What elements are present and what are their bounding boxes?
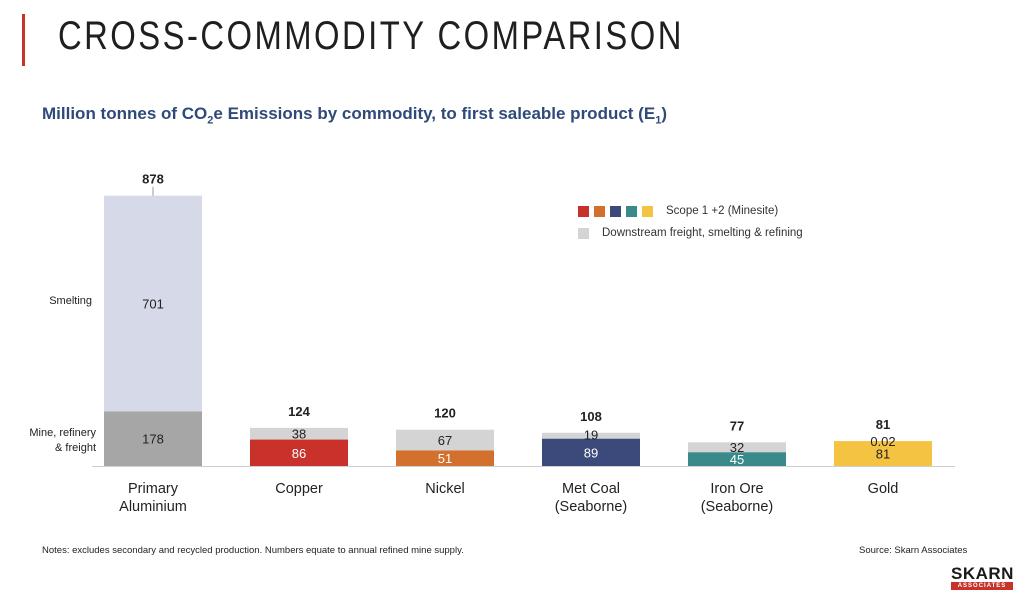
category-label-4-line-0: Iron Ore bbox=[710, 481, 763, 497]
segment-label-downstream-3: 19 bbox=[584, 428, 598, 443]
footnote: Notes: excludes secondary and recycled p… bbox=[42, 545, 464, 556]
legend-swatch-3 bbox=[626, 205, 637, 217]
title-accent-bar bbox=[22, 14, 25, 66]
segment-label-scope-4: 45 bbox=[730, 452, 744, 467]
y-side-label-line-1: & freight bbox=[55, 442, 96, 454]
segment-label-downstream-5: 0.02 bbox=[870, 434, 895, 449]
bar-segment-scope-2 bbox=[396, 450, 494, 466]
bar-segment-downstream-0 bbox=[104, 195, 202, 412]
total-label-3: 108 bbox=[580, 409, 602, 424]
segment-label-scope-2: 51 bbox=[438, 451, 452, 466]
legend-swatch-1 bbox=[594, 205, 605, 217]
bar-segment-scope-5 bbox=[834, 441, 932, 466]
total-label-0: 878 bbox=[142, 172, 164, 187]
logo-subline: ASSOCIATES bbox=[951, 582, 1013, 590]
legend-item-downstream: Downstream freight, smelting & refining bbox=[578, 222, 803, 244]
bar-segment-downstream-2 bbox=[396, 429, 494, 451]
y-side-label-line-0: Mine, refinery bbox=[29, 427, 96, 439]
legend-item-scope: Scope 1 +2 (Minesite) bbox=[578, 200, 803, 222]
segment-label-downstream-0: 701 bbox=[142, 296, 164, 311]
category-label-0-line-0: Primary bbox=[128, 481, 179, 497]
segment-label-scope-3: 89 bbox=[584, 445, 598, 460]
segment-label-downstream-4: 32 bbox=[730, 440, 744, 455]
total-label-2: 120 bbox=[434, 406, 456, 421]
total-label-4: 77 bbox=[730, 418, 744, 433]
legend-label-scope: Scope 1 +2 (Minesite) bbox=[666, 205, 779, 217]
legend: Scope 1 +2 (Minesite) Downstream freight… bbox=[578, 200, 803, 244]
segment-label-downstream-1: 38 bbox=[292, 427, 306, 442]
logo-wordmark: SKARN bbox=[951, 564, 1014, 583]
category-label-0-line-1: Aluminium bbox=[119, 499, 187, 515]
page-title: CROSS-COMMODITY COMPARISON bbox=[58, 14, 684, 58]
legend-swatches-scope bbox=[578, 205, 658, 217]
segment-label-downstream-2: 67 bbox=[438, 433, 452, 448]
legend-swatch-0 bbox=[578, 205, 589, 217]
legend-swatch-2 bbox=[610, 205, 621, 217]
bar-segment-downstream-4 bbox=[688, 442, 786, 453]
total-label-1: 124 bbox=[288, 404, 310, 419]
bar-segment-scope-0 bbox=[104, 411, 202, 466]
segment-label-scope-1: 86 bbox=[292, 446, 306, 461]
category-label-3-line-0: Met Coal bbox=[562, 481, 620, 497]
category-label-2-line-0: Nickel bbox=[425, 481, 464, 497]
legend-swatch-downstream bbox=[578, 227, 589, 239]
category-label-5-line-0: Gold bbox=[868, 481, 899, 497]
category-label-1-line-0: Copper bbox=[275, 481, 323, 497]
bar-segment-scope-1 bbox=[250, 439, 348, 466]
y-side-label-mine-refinery-freight: Mine, refinery & freight bbox=[4, 426, 96, 456]
segment-label-scope-0: 178 bbox=[142, 432, 164, 447]
y-side-label-smelting: Smelting bbox=[49, 295, 92, 307]
bar-segment-downstream-1 bbox=[250, 427, 348, 440]
bar-segment-scope-3 bbox=[542, 438, 640, 466]
category-label-3-line-1: (Seaborne) bbox=[555, 499, 628, 515]
category-label-4-line-1: (Seaborne) bbox=[701, 499, 774, 515]
total-label-5: 81 bbox=[876, 417, 890, 432]
source-note: Source: Skarn Associates bbox=[859, 545, 968, 556]
bar-segment-downstream-3 bbox=[542, 432, 640, 439]
segment-label-scope-5: 81 bbox=[876, 447, 890, 462]
bar-segment-scope-4 bbox=[688, 452, 786, 466]
legend-label-downstream: Downstream freight, smelting & refining bbox=[602, 227, 803, 239]
chart-subtitle: Million tonnes of CO2e Emissions by comm… bbox=[42, 104, 667, 127]
legend-swatch-4 bbox=[642, 205, 653, 217]
skarn-logo: SKARN ASSOCIATES bbox=[951, 565, 1013, 590]
